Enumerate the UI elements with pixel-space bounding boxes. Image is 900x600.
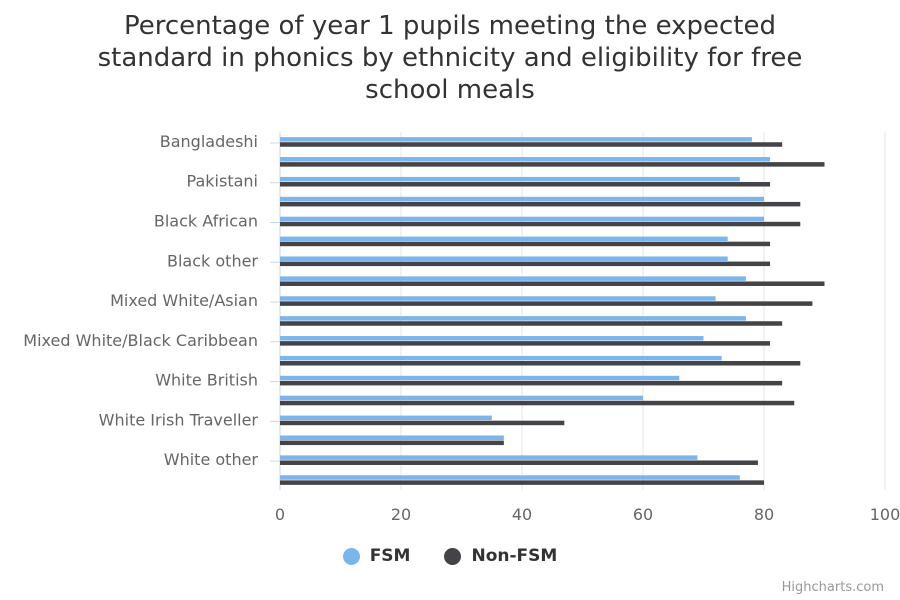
bar-non-fsm-17[interactable] xyxy=(280,480,764,485)
bar-non-fsm-10[interactable] xyxy=(280,341,771,346)
bar-non-fsm-9[interactable] xyxy=(280,321,783,326)
bar-fsm-6[interactable] xyxy=(280,256,728,261)
y-axis-label-10: Mixed White/Black Caribbean xyxy=(23,331,258,350)
bar-non-fsm-1[interactable] xyxy=(280,162,825,167)
credits-link[interactable]: Highcharts.com xyxy=(781,580,884,595)
bar-non-fsm-3[interactable] xyxy=(280,201,801,207)
bar-fsm-9[interactable] xyxy=(280,316,746,321)
chart-title-line-1: Percentage of year 1 pupils meeting the … xyxy=(123,11,776,41)
bar-non-fsm-5[interactable] xyxy=(280,241,771,247)
bar-fsm-16[interactable] xyxy=(280,455,698,460)
y-axis-label-12: White British xyxy=(155,371,258,390)
bar-fsm-10[interactable] xyxy=(280,336,704,341)
bar-non-fsm-15[interactable] xyxy=(280,440,504,446)
bar-non-fsm-7[interactable] xyxy=(280,281,825,286)
x-axis-label-4: 80 xyxy=(754,505,774,524)
y-axis-label-2: Pakistani xyxy=(187,172,258,191)
legend-item-non-fsm[interactable]: Non-FSM xyxy=(444,546,557,566)
x-axis-label-0: 0 xyxy=(275,505,285,524)
bar-non-fsm-14[interactable] xyxy=(280,420,565,426)
y-axis-label-8: Mixed White/Asian xyxy=(110,291,258,310)
chart-title-line-3: school meals xyxy=(365,75,535,105)
legend: FSM Non-FSM xyxy=(0,546,900,566)
x-axis-label-5: 100 xyxy=(870,505,900,524)
legend-item-fsm[interactable]: FSM xyxy=(342,546,411,566)
y-axis-label-6: Black other xyxy=(167,251,258,270)
bar-non-fsm-2[interactable] xyxy=(280,182,771,187)
bar-fsm-17[interactable] xyxy=(280,475,740,480)
y-axis-label-16: White other xyxy=(164,450,259,469)
bar-fsm-11[interactable] xyxy=(280,355,722,361)
bar-fsm-13[interactable] xyxy=(280,395,643,401)
chart-title-line-2: standard in phonics by ethnicity and eli… xyxy=(97,43,803,73)
legend-label-non-fsm: Non-FSM xyxy=(471,546,558,566)
bar-fsm-1[interactable] xyxy=(280,157,771,162)
x-axis-label-3: 60 xyxy=(633,505,653,524)
y-axis-label-4: Black African xyxy=(154,212,258,231)
bar-non-fsm-0[interactable] xyxy=(280,142,783,147)
bar-fsm-7[interactable] xyxy=(280,276,746,281)
bar-non-fsm-8[interactable] xyxy=(280,301,813,306)
bar-fsm-2[interactable] xyxy=(280,176,740,182)
bar-non-fsm-11[interactable] xyxy=(280,361,801,366)
y-axis-label-0: Bangladeshi xyxy=(160,132,258,151)
x-axis-label-1: 20 xyxy=(391,505,411,524)
y-axis-label-14: White Irish Traveller xyxy=(99,410,259,429)
bar-fsm-0[interactable] xyxy=(280,137,752,142)
x-axis-label-2: 40 xyxy=(512,505,532,524)
bar-non-fsm-4[interactable] xyxy=(280,221,801,227)
legend-marker-fsm xyxy=(342,547,360,565)
legend-label-fsm: FSM xyxy=(369,546,411,566)
bar-fsm-4[interactable] xyxy=(280,216,764,222)
bar-non-fsm-6[interactable] xyxy=(280,261,771,267)
bar-non-fsm-12[interactable] xyxy=(280,380,783,386)
bar-fsm-14[interactable] xyxy=(280,415,492,421)
bar-fsm-5[interactable] xyxy=(280,236,728,242)
bar-fsm-15[interactable] xyxy=(280,435,504,440)
bar-non-fsm-13[interactable] xyxy=(280,400,795,406)
bar-fsm-3[interactable] xyxy=(280,196,764,202)
bar-fsm-12[interactable] xyxy=(280,375,680,381)
bar-non-fsm-16[interactable] xyxy=(280,460,758,465)
legend-marker-non-fsm xyxy=(444,547,462,565)
bar-fsm-8[interactable] xyxy=(280,296,716,301)
